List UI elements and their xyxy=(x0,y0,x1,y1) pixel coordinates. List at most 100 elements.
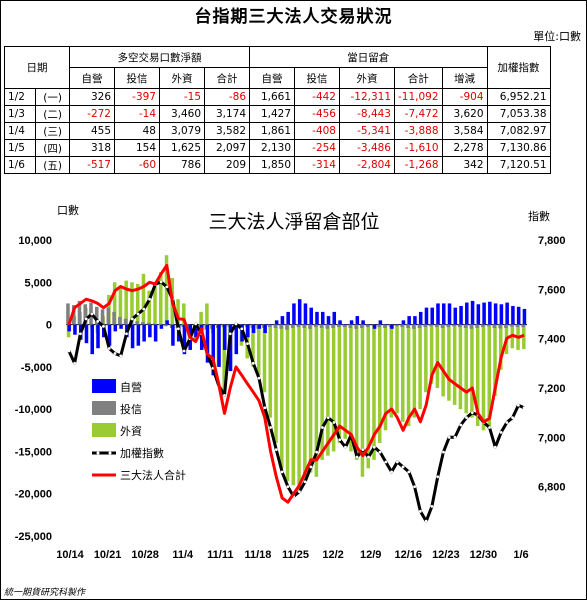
bar-dealer xyxy=(96,324,100,349)
bar-dealer xyxy=(361,320,365,325)
bar-dealer xyxy=(441,303,446,325)
row-weekday: (三) xyxy=(35,122,70,140)
index-series-point xyxy=(309,465,313,469)
bar-dealer xyxy=(113,324,118,332)
bar-foreign xyxy=(130,282,134,325)
x-tick: 12/30 xyxy=(470,549,498,561)
bar-dealer xyxy=(465,302,469,325)
bar-foreign xyxy=(337,324,342,443)
bar-dealer xyxy=(257,324,262,329)
y-tick-left: -10,000 xyxy=(15,404,52,416)
bar-dealer xyxy=(263,324,267,334)
bar-dealer xyxy=(390,324,394,329)
bar-dealer xyxy=(413,316,417,325)
bar-dealer xyxy=(315,311,319,325)
cell-oi: -3,888 xyxy=(394,122,443,140)
bar-trust xyxy=(319,324,324,328)
index-series-point xyxy=(269,426,272,429)
bar-dealer xyxy=(119,324,123,329)
bar-trust xyxy=(504,324,508,328)
bar-dealer xyxy=(395,324,400,326)
bar-dealer xyxy=(476,304,481,325)
bar-dealer xyxy=(136,324,141,346)
bar-foreign xyxy=(262,324,267,393)
legend-swatch-dot xyxy=(96,451,100,455)
bar-dealer xyxy=(326,316,331,325)
index-series-point xyxy=(148,297,151,301)
index-series-point xyxy=(326,416,330,419)
bar-trust xyxy=(141,322,145,325)
bar-trust xyxy=(273,324,278,328)
bar-dealer xyxy=(153,324,158,342)
subheader-oi-2: 外資 xyxy=(339,67,395,89)
bar-trust xyxy=(509,324,514,327)
index-series-point xyxy=(395,460,399,464)
bar-trust xyxy=(118,316,122,325)
col-date-header: 日期 xyxy=(4,46,70,89)
table-row: 1/6 (五) -517 -60 786 209 1,850 -314 -2,804 -1,268… xyxy=(3,156,551,174)
cell-oi: -408 xyxy=(294,122,340,140)
bar-trust xyxy=(83,304,87,325)
y-tick-right: 7,400 xyxy=(538,334,566,346)
y-tick-left: 10,000 xyxy=(18,235,52,247)
cell-oi: -904 xyxy=(441,88,488,106)
bar-dealer xyxy=(470,300,475,325)
index-series-point xyxy=(315,450,319,454)
bar-trust xyxy=(452,324,456,327)
index-series-point xyxy=(384,460,388,464)
cell-oi: -2,804 xyxy=(339,156,395,174)
index-series-point xyxy=(424,519,428,523)
bar-foreign xyxy=(475,324,480,427)
row-weekday: (一) xyxy=(35,88,70,106)
bar-foreign xyxy=(354,324,359,460)
bar-trust xyxy=(302,324,306,328)
legend-label: 加權指數 xyxy=(120,446,164,460)
bar-foreign xyxy=(326,324,330,456)
cell-oi: -456 xyxy=(294,105,340,123)
index-series-point xyxy=(223,394,226,397)
bar-foreign xyxy=(383,324,388,431)
bar-trust xyxy=(164,324,168,327)
index-series-point xyxy=(332,421,336,424)
chart-title: 三大法人淨留倉部位 xyxy=(208,211,379,233)
bar-trust xyxy=(296,324,301,328)
bar-dealer xyxy=(511,305,515,325)
bar-dealer xyxy=(90,324,95,355)
y-tick-left: 0 xyxy=(46,320,52,332)
bar-trust xyxy=(267,324,272,328)
index-series-point xyxy=(67,349,71,353)
bar-foreign xyxy=(153,286,157,325)
cell-net: -86 xyxy=(204,88,250,106)
bar-dealer xyxy=(67,324,71,332)
index-series-point xyxy=(321,426,324,429)
bar-dealer xyxy=(148,324,152,338)
bar-foreign xyxy=(176,299,180,325)
cell-oi: -8,443 xyxy=(339,105,395,123)
bar-foreign xyxy=(372,324,376,460)
x-tick: 1/6 xyxy=(513,549,528,561)
bar-foreign xyxy=(349,324,353,452)
bar-foreign xyxy=(135,283,140,325)
bar-trust xyxy=(100,309,105,325)
cell-net: 48 xyxy=(114,122,160,140)
cell-net: -60 xyxy=(114,156,160,174)
row-weekday: (四) xyxy=(35,139,70,157)
subheader-oi-0: 自營 xyxy=(249,67,295,89)
legend-swatch xyxy=(92,379,116,393)
index-series-point xyxy=(73,361,77,365)
bar-trust xyxy=(400,324,404,328)
bar-dealer xyxy=(84,324,89,344)
y-tick-right: 6,800 xyxy=(538,482,566,494)
bar-trust xyxy=(354,324,358,329)
cell-net: 3,460 xyxy=(159,105,205,123)
bar-trust xyxy=(406,324,410,328)
bar-dealer xyxy=(493,303,498,325)
legend-label: 外資 xyxy=(120,425,142,438)
bar-dealer xyxy=(453,307,458,325)
bar-dealer xyxy=(73,324,77,335)
legend-label: 自營 xyxy=(120,381,142,394)
index-series-point xyxy=(107,347,111,350)
x-tick: 11/11 xyxy=(207,549,233,561)
row-date: 1/5 xyxy=(3,139,37,157)
row-weekday: (二) xyxy=(35,105,70,123)
